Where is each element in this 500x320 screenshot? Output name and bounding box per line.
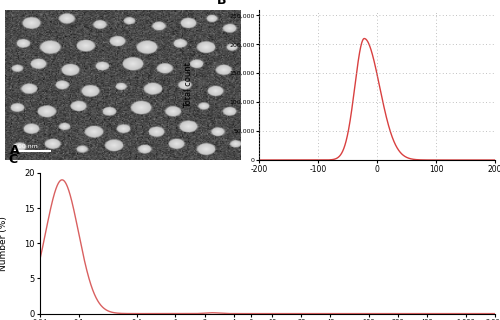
Text: A: A [10, 144, 20, 157]
Text: 100 nm: 100 nm [14, 144, 38, 149]
X-axis label: Zeta potential: Zeta potential [341, 180, 413, 188]
Text: C: C [8, 153, 18, 166]
Y-axis label: Number (%): Number (%) [0, 216, 8, 271]
Y-axis label: Total count: Total count [184, 62, 194, 108]
Text: B: B [217, 0, 226, 7]
